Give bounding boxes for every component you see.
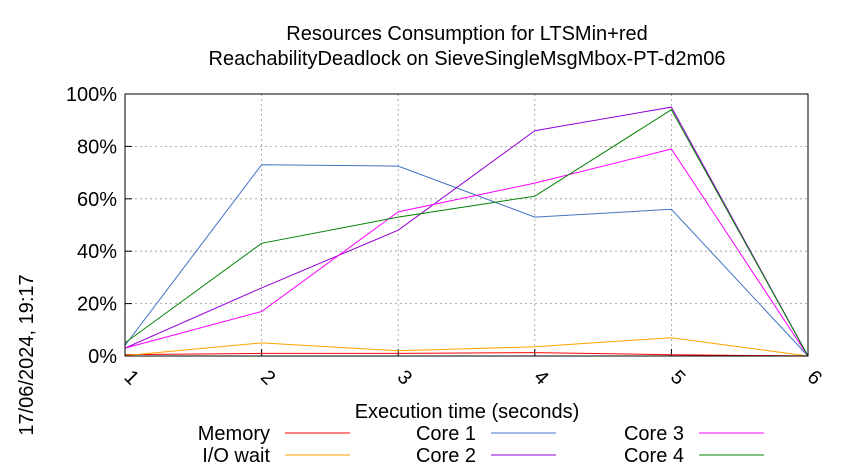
series-line-memory	[124, 352, 809, 357]
chart-title-line2: ReachabilityDeadlock on SieveSingleMsgMb…	[209, 48, 726, 70]
y-tick-label: 20%	[77, 294, 117, 316]
series-lines	[124, 106, 809, 357]
grid	[124, 93, 809, 357]
series-line-core-1	[124, 164, 809, 357]
x-tick-label: 2	[256, 366, 279, 389]
x-tick-label: 6	[803, 366, 826, 389]
series-line-core-3	[124, 148, 809, 357]
legend-label: Core 1	[416, 423, 476, 445]
plot-border	[124, 93, 809, 357]
y-axis-ticks: 0% 20% 40% 60% 80% 100%	[66, 84, 132, 368]
x-tick-label: 4	[529, 366, 552, 389]
chart-title-line1: Resources Consumption for LTSMin+red	[286, 23, 647, 45]
series-line-i-o-wait	[124, 337, 809, 357]
series-line-core-2	[124, 106, 809, 357]
x-tick-label: 1	[120, 366, 143, 389]
legend-label: Core 3	[624, 423, 684, 445]
x-tick-label: 5	[666, 366, 689, 389]
legend-label: Memory	[198, 423, 270, 445]
legend-label: Core 4	[624, 445, 684, 467]
x-axis-label: Execution time (seconds)	[355, 401, 580, 423]
series-line-core-4	[124, 108, 809, 357]
y-tick-label: 80%	[77, 136, 117, 158]
y-tick-label: 100%	[66, 84, 117, 106]
timestamp-label: 17/06/2024, 19:17	[16, 274, 38, 435]
x-tick-label: 3	[393, 366, 416, 389]
y-tick-label: 60%	[77, 189, 117, 211]
legend-label: I/O wait	[202, 445, 270, 467]
y-tick-label: 0%	[88, 346, 117, 368]
legend-label: Core 2	[416, 445, 476, 467]
y-tick-label: 40%	[77, 241, 117, 263]
